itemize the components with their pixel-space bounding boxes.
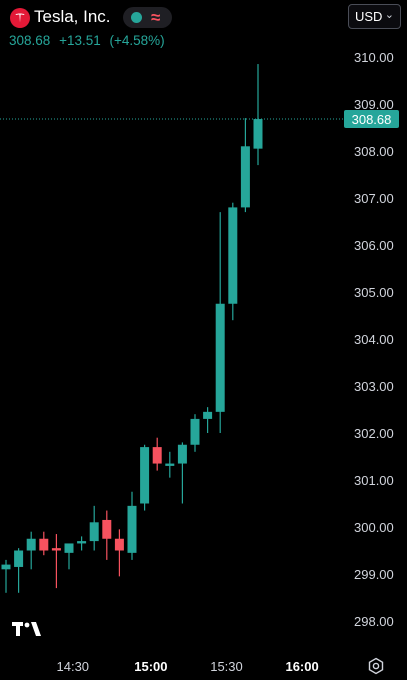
y-axis-tick-label: 303.00 — [354, 379, 394, 394]
tesla-logo-icon — [10, 8, 30, 28]
y-axis-tick-label: 307.00 — [354, 191, 394, 206]
candle-body — [240, 146, 250, 208]
candle-body — [127, 505, 137, 553]
price-change-percent: (+4.58%) — [109, 33, 165, 48]
candle-body — [102, 519, 112, 539]
market-status-pill[interactable]: ≈ — [123, 7, 172, 28]
y-axis-tick-label: 308.00 — [354, 144, 394, 159]
y-axis-tick-label: 300.00 — [354, 520, 394, 535]
last-price: 308.68 — [9, 33, 51, 48]
candle-body — [26, 538, 36, 551]
y-axis-tick-label: 306.00 — [354, 238, 394, 253]
y-axis-tick-label: 298.00 — [354, 614, 394, 629]
candle-body — [253, 119, 263, 149]
candle-body — [89, 522, 99, 542]
y-axis-tick-label: 302.00 — [354, 426, 394, 441]
candle-body — [203, 411, 213, 419]
y-axis-tick-label: 301.00 — [354, 473, 394, 488]
candle-body — [14, 550, 24, 567]
candle-body — [228, 207, 238, 304]
x-axis-tick-label: 15:30 — [210, 659, 243, 674]
y-axis-tick-label: 309.00 — [354, 97, 394, 112]
currency-label: USD — [355, 9, 383, 24]
candle-body — [1, 564, 11, 570]
candle-body — [140, 447, 150, 504]
price-quote: 308.68 +13.51 (+4.58%) — [9, 33, 170, 48]
candle-body — [114, 538, 124, 551]
candle-body — [152, 447, 162, 464]
currency-select[interactable]: USD ⌄ — [348, 4, 401, 29]
y-axis-tick-label: 305.00 — [354, 285, 394, 300]
x-axis-tick-label: 14:30 — [57, 659, 90, 674]
chevron-down-icon: ⌄ — [384, 9, 394, 21]
extended-hours-wave-icon: ≈ — [151, 8, 161, 27]
price-change: +13.51 — [59, 33, 101, 48]
candle-body — [77, 541, 87, 544]
market-open-dot-icon — [131, 12, 142, 23]
current-price-label: 308.68 — [352, 112, 392, 127]
y-axis-tick-label: 299.00 — [354, 567, 394, 582]
symbol-header: Tesla, Inc. ≈ 308.68 +13.51 (+4.58%) USD… — [0, 0, 407, 52]
candle-body — [39, 538, 49, 551]
x-axis-tick-label: 16:00 — [285, 659, 318, 674]
gear-icon[interactable] — [367, 657, 385, 680]
current-price-label-bg — [344, 110, 399, 129]
y-axis-tick-label: 304.00 — [354, 332, 394, 347]
x-axis-tick-label: 15:00 — [134, 659, 167, 674]
candle-body — [51, 548, 61, 551]
y-axis-tick-label: 310.00 — [354, 50, 394, 65]
company-name[interactable]: Tesla, Inc. — [34, 7, 111, 26]
candle-body — [165, 463, 175, 466]
tradingview-logo-icon[interactable] — [12, 620, 44, 643]
candle-body — [64, 543, 74, 553]
candle-body — [215, 303, 225, 412]
candle-body — [190, 418, 200, 445]
candle-body — [177, 444, 187, 464]
